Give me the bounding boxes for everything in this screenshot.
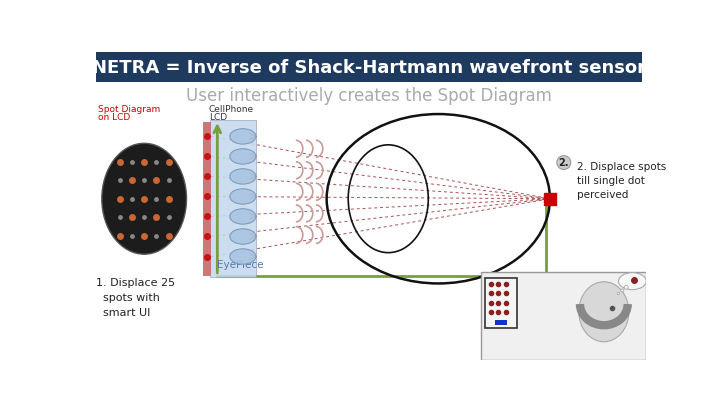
Ellipse shape xyxy=(579,282,629,342)
Bar xyxy=(495,320,507,325)
Ellipse shape xyxy=(230,129,256,144)
Bar xyxy=(481,272,647,360)
Text: on LCD: on LCD xyxy=(98,113,130,121)
Text: 1. Displace 25
  spots with
  smart UI: 1. Displace 25 spots with smart UI xyxy=(96,278,175,318)
Ellipse shape xyxy=(230,229,256,244)
Bar xyxy=(485,278,517,328)
Text: 2.: 2. xyxy=(559,158,569,168)
Ellipse shape xyxy=(230,149,256,164)
Ellipse shape xyxy=(624,286,628,289)
Text: 12: 12 xyxy=(627,347,642,356)
Ellipse shape xyxy=(230,189,256,204)
Ellipse shape xyxy=(102,143,186,254)
Ellipse shape xyxy=(618,273,647,290)
Text: EyePiece: EyePiece xyxy=(217,260,264,270)
Ellipse shape xyxy=(230,209,256,224)
Ellipse shape xyxy=(230,249,256,264)
Bar xyxy=(204,122,211,276)
Text: CellPhone: CellPhone xyxy=(209,105,254,114)
Text: Spot Diagram: Spot Diagram xyxy=(98,105,161,114)
Ellipse shape xyxy=(617,292,620,294)
Text: NETRA = Inverse of Shack-Hartmann wavefront sensor: NETRA = Inverse of Shack-Hartmann wavefr… xyxy=(92,59,646,77)
Text: User interactively creates the Spot Diagram: User interactively creates the Spot Diag… xyxy=(186,87,552,105)
Ellipse shape xyxy=(621,289,624,292)
Text: LCD: LCD xyxy=(209,113,227,121)
Ellipse shape xyxy=(557,156,571,169)
Text: 2. Displace spots
till single dot
perceived: 2. Displace spots till single dot percei… xyxy=(577,162,666,200)
Bar xyxy=(96,52,642,83)
Ellipse shape xyxy=(230,169,256,184)
Bar xyxy=(210,120,256,277)
